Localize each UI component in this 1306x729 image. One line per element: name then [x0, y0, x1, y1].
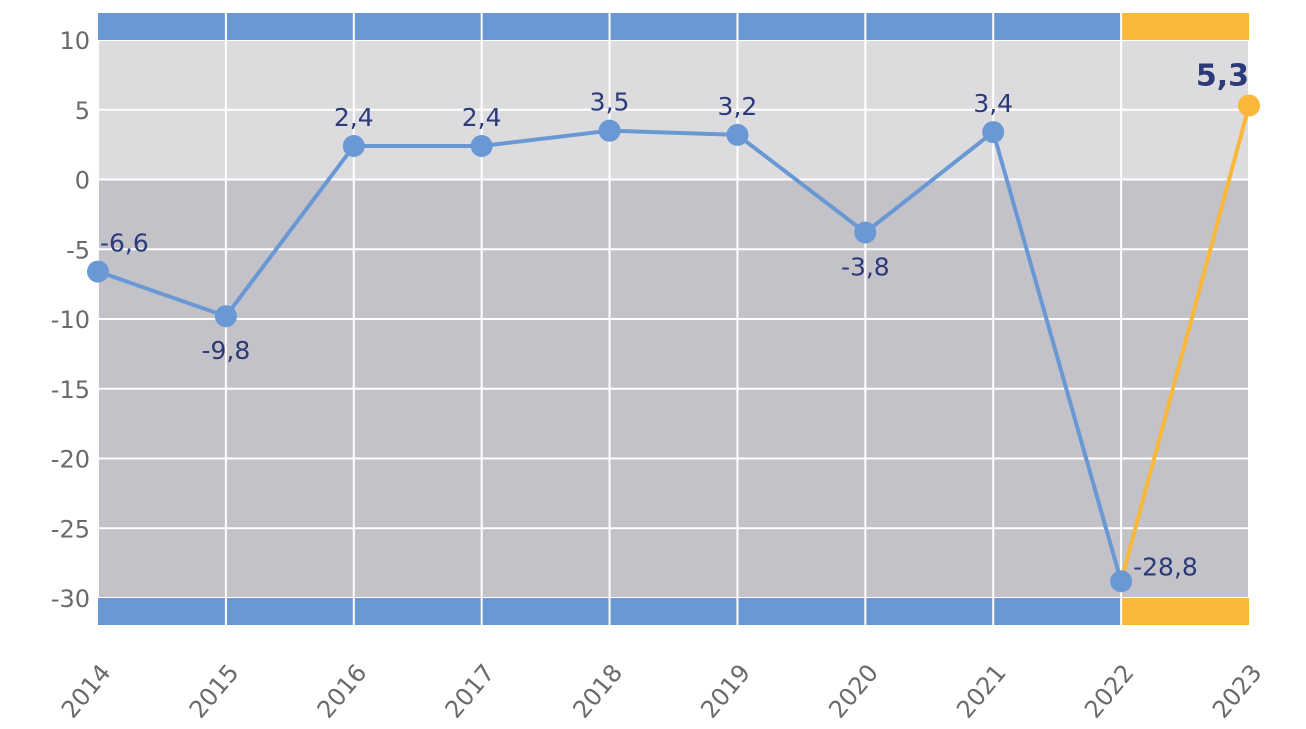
- data-point: [87, 260, 109, 283]
- header-footer-bands: [98, 13, 1249, 625]
- y-axis-ticks: 10 5 0 -5 -10 -15 -20 -25 -30: [51, 27, 90, 613]
- y-tick-label: 10: [59, 27, 90, 55]
- data-label: 3,2: [718, 92, 758, 121]
- data-point: [342, 135, 365, 158]
- x-tick-label: 2019: [695, 659, 756, 724]
- y-tick-label: -25: [51, 515, 90, 543]
- x-tick-label: 2014: [56, 659, 117, 724]
- x-tick-label: 2020: [823, 659, 884, 724]
- x-tick-label: 2016: [312, 659, 373, 724]
- data-label: -9,8: [201, 336, 250, 365]
- y-tick-label: -30: [51, 585, 90, 613]
- data-point: [854, 221, 877, 244]
- y-tick-label: -5: [66, 236, 90, 264]
- data-label: -6,6: [100, 229, 149, 258]
- data-label: 3,5: [590, 88, 630, 117]
- data-label: 5,3: [1196, 59, 1249, 94]
- data-point: [598, 119, 621, 142]
- data-label: 2,4: [334, 103, 374, 132]
- data-label: 3,4: [973, 89, 1013, 118]
- data-point: [982, 121, 1005, 144]
- data-point: [214, 305, 237, 328]
- data-labels: -6,6 -9,8 2,4 2,4 3,5 3,2 -3,8 3,4 -28,8 5,3: [100, 59, 1249, 582]
- data-point: [470, 135, 493, 158]
- bottom-band-highlight: [1121, 598, 1249, 625]
- x-tick-label: 2015: [184, 659, 245, 724]
- data-label: -28,8: [1133, 552, 1198, 581]
- top-band-highlight: [1121, 13, 1249, 40]
- data-point: [1238, 94, 1260, 117]
- y-tick-label: -10: [51, 306, 90, 334]
- grid-lines: [97, 39, 1250, 599]
- y-tick-label: -20: [51, 446, 90, 474]
- x-tick-label: 2017: [440, 659, 501, 724]
- x-axis-ticks: 2014 2015 2016 2017 2018 2019 2020 2021 2022 2023: [56, 659, 1268, 724]
- x-tick-label: 2023: [1207, 659, 1268, 724]
- data-point: [726, 123, 749, 146]
- data-label: 2,4: [462, 103, 502, 132]
- x-tick-label: 2018: [567, 659, 628, 724]
- y-tick-label: 5: [75, 97, 90, 125]
- y-tick-label: 0: [75, 167, 90, 195]
- series-line-highlight: [1119, 105, 1251, 582]
- data-point: [1110, 570, 1133, 593]
- x-tick-label: 2021: [951, 659, 1012, 724]
- data-label: -3,8: [841, 253, 890, 282]
- x-tick-label: 2022: [1079, 659, 1140, 724]
- y-tick-label: -15: [51, 376, 90, 404]
- data-points: [87, 94, 1260, 593]
